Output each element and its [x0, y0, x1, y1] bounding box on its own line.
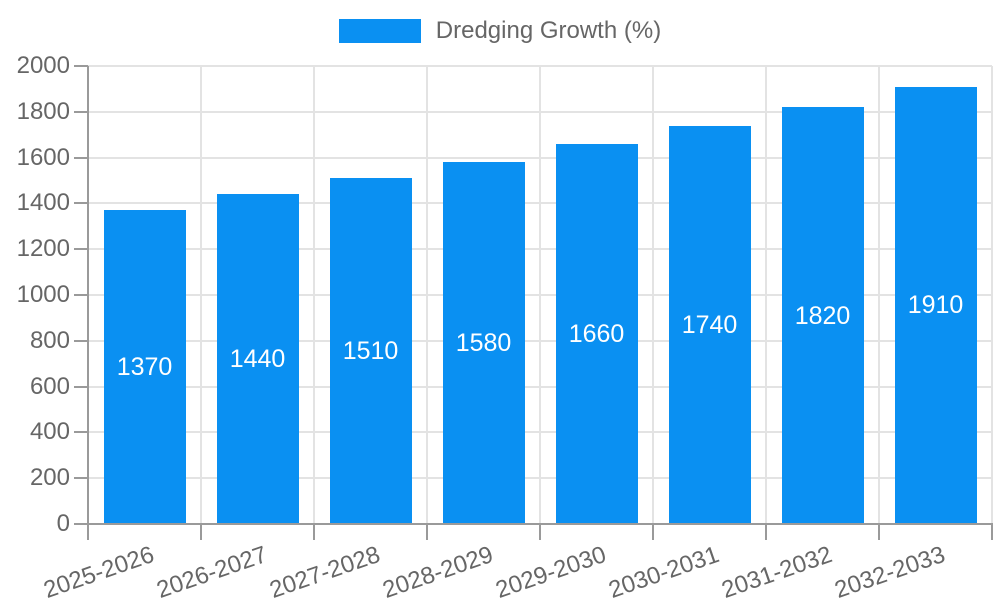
x-tick	[200, 524, 202, 540]
gridline-vertical	[426, 66, 428, 524]
x-tick	[426, 524, 428, 540]
gridline-vertical	[991, 66, 993, 524]
x-tick-label: 2026-2027	[152, 541, 271, 600]
bar	[894, 86, 977, 524]
bar-value-label: 1440	[229, 345, 286, 374]
y-tick-label: 2000	[16, 52, 70, 79]
x-tick	[878, 524, 880, 540]
bar-value-label: 1510	[342, 337, 399, 366]
y-tick	[74, 156, 88, 159]
x-tick-label: 2031-2032	[717, 541, 836, 600]
bar-value-label: 1910	[907, 291, 964, 320]
y-tick	[74, 431, 88, 434]
y-axis-line	[87, 66, 89, 526]
y-tick	[74, 523, 88, 525]
bar-value-label: 1370	[116, 353, 173, 382]
y-tick-label: 0	[56, 510, 70, 537]
x-tick	[991, 524, 993, 540]
bar	[442, 162, 525, 524]
x-tick	[313, 524, 315, 540]
bar	[781, 107, 864, 524]
x-tick-label: 2032-2033	[830, 541, 949, 600]
y-tick-label: 600	[29, 372, 70, 400]
y-tick	[74, 339, 88, 342]
y-tick	[74, 202, 88, 205]
gridline-vertical	[765, 66, 767, 524]
bar-value-label: 1820	[794, 301, 851, 330]
y-tick	[74, 477, 88, 480]
bar	[329, 178, 412, 524]
x-tick-label: 2027-2028	[265, 541, 384, 600]
bar-value-label: 1740	[681, 310, 738, 339]
y-tick	[74, 110, 88, 113]
y-tick-label: 400	[29, 418, 70, 446]
gridline-vertical	[200, 66, 202, 524]
x-tick-label: 2025-2026	[39, 541, 158, 600]
x-tick	[652, 524, 654, 540]
bar	[668, 125, 751, 524]
bar	[216, 194, 299, 524]
gridline-vertical	[313, 66, 315, 524]
gridline-vertical	[878, 66, 880, 524]
legend: Dredging Growth (%)	[0, 17, 1000, 45]
legend-label: Dredging Growth (%)	[435, 17, 662, 44]
y-tick-label: 200	[29, 464, 70, 492]
y-tick	[74, 385, 88, 388]
y-tick-label: 1000	[16, 281, 70, 308]
x-tick	[87, 524, 89, 540]
x-tick	[539, 524, 541, 540]
bar	[103, 210, 186, 524]
bar-value-label: 1580	[455, 329, 512, 358]
gridline-vertical	[539, 66, 541, 524]
y-tick-label: 1800	[16, 97, 70, 125]
y-tick	[74, 294, 88, 296]
y-tick-label: 1600	[16, 143, 70, 171]
x-tick-label: 2028-2029	[378, 541, 497, 600]
y-tick-label: 1400	[16, 189, 70, 217]
y-tick	[74, 248, 88, 251]
y-tick	[74, 65, 88, 67]
legend-swatch	[338, 19, 421, 43]
x-tick-label: 2030-2031	[604, 541, 723, 600]
bar-value-label: 1660	[568, 319, 625, 348]
x-tick-label: 2029-2030	[491, 541, 610, 600]
y-tick-label: 1200	[16, 235, 70, 263]
bar	[555, 143, 638, 524]
gridline-vertical	[652, 66, 654, 524]
y-tick-label: 800	[29, 326, 70, 354]
x-tick	[765, 524, 767, 540]
